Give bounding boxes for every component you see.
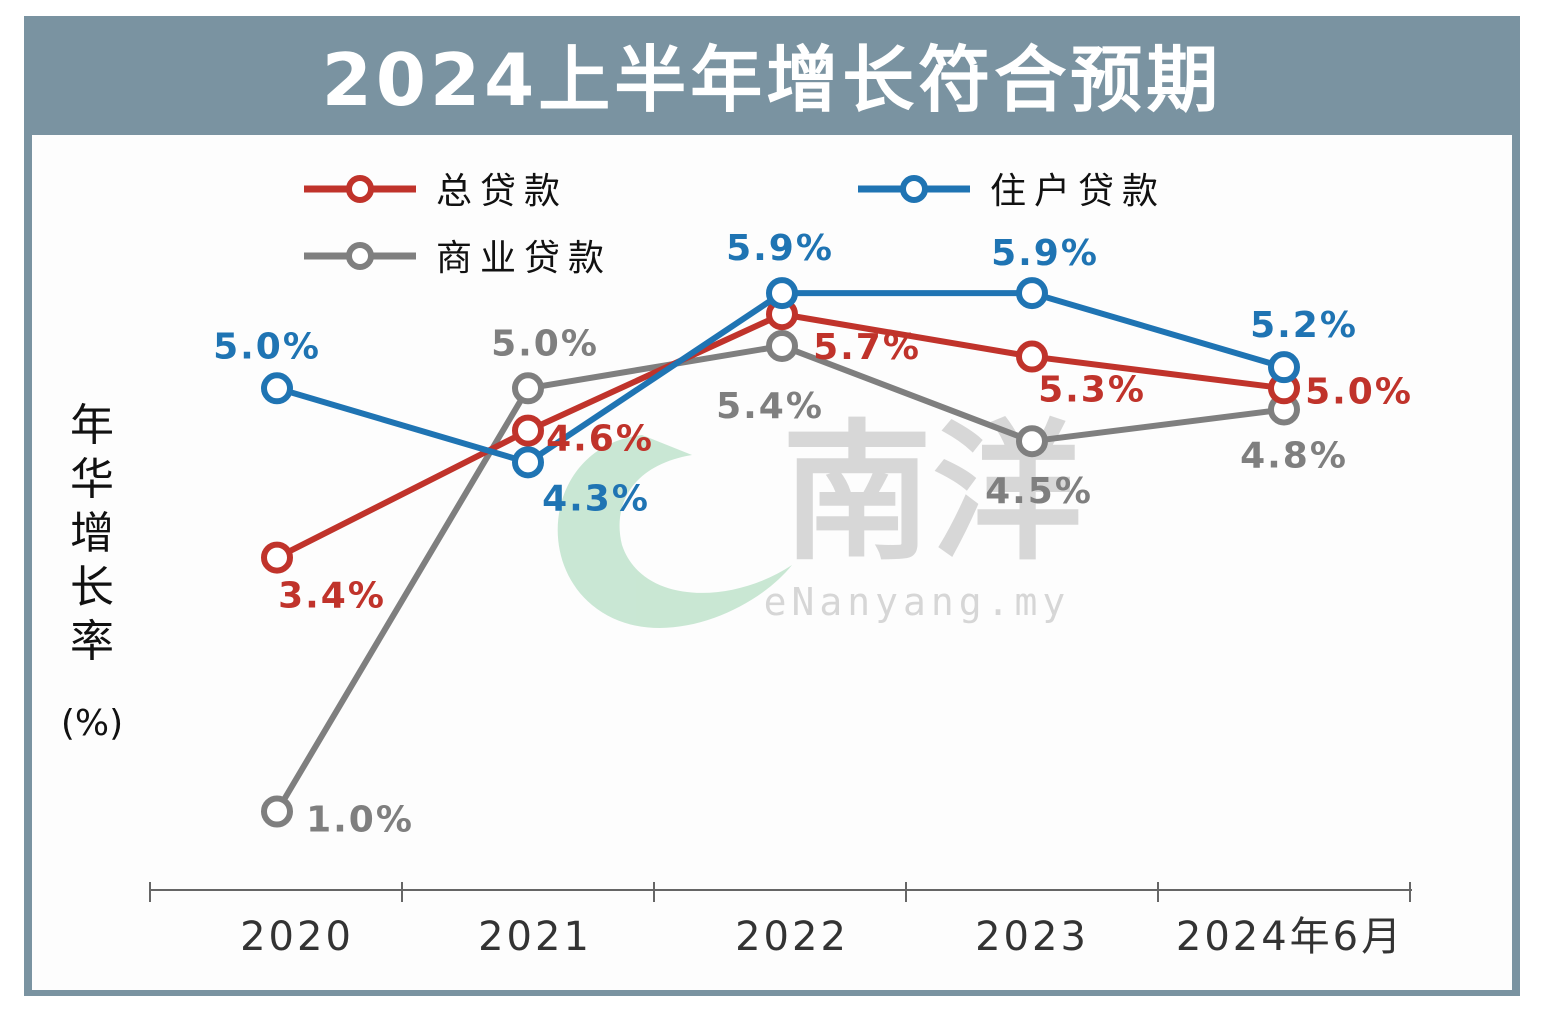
x-tick-label: 2023 xyxy=(975,914,1089,960)
legend-label: 住户贷款 xyxy=(990,171,1166,212)
y-axis-label-char: 华 xyxy=(70,454,114,505)
data-point xyxy=(512,372,544,405)
y-axis-label-char: 增 xyxy=(70,508,114,559)
legend-label: 总贷款 xyxy=(436,171,568,212)
data-label: 4.5% xyxy=(985,471,1093,512)
x-tick-label: 2024年6月 xyxy=(1176,914,1404,960)
data-point xyxy=(1016,340,1048,373)
data-point xyxy=(512,446,544,479)
legend-swatch-marker xyxy=(346,242,374,270)
legend-swatch-marker xyxy=(900,175,928,203)
data-label: 5.0% xyxy=(213,326,321,367)
chart-panel: 南洋 eNanyang.my 2020 2021 2022 2023 2024年6月 年… xyxy=(32,135,1512,990)
watermark-site-text: eNanyang.my xyxy=(764,580,1071,624)
x-tick-label: 2020 xyxy=(240,914,354,960)
series-group xyxy=(261,277,1300,828)
line-chart: 南洋 eNanyang.my 2020 2021 2022 2023 2024年6月 年… xyxy=(61,171,1413,960)
x-tick-label: 2022 xyxy=(735,914,849,960)
data-label: 4.6% xyxy=(546,419,654,460)
data-labels: 3.4% 4.6% 5.7% 5.3% 5.0% 5.0% 4.3% 5.9% 5.9% 5.2%… xyxy=(213,228,1413,841)
data-label: 5.4% xyxy=(716,386,824,427)
legend-label: 商业贷款 xyxy=(436,238,612,279)
watermark: 南洋 eNanyang.my xyxy=(557,407,1082,628)
data-label: 5.7% xyxy=(813,327,921,368)
data-point xyxy=(261,372,293,405)
y-axis-unit: (%) xyxy=(61,703,123,744)
data-label: 5.3% xyxy=(1038,370,1146,411)
data-label: 1.0% xyxy=(306,800,414,841)
title-bar: 2024上半年增长符合预期 xyxy=(24,16,1520,131)
y-axis-label-char: 年 xyxy=(70,400,114,451)
data-point xyxy=(1016,425,1048,458)
data-label: 5.0% xyxy=(491,323,599,364)
y-axis-label-char: 率 xyxy=(70,616,114,667)
data-point xyxy=(1016,277,1048,310)
data-label: 5.9% xyxy=(726,228,834,269)
data-label: 3.4% xyxy=(278,576,386,617)
data-point xyxy=(766,277,798,310)
watermark-logo-swoosh xyxy=(557,435,792,628)
data-point xyxy=(261,795,293,828)
data-label: 5.2% xyxy=(1250,305,1358,346)
chart-frame: 2024上半年增长符合预期 南洋 eNanyang.my 2020 2021 202… xyxy=(24,16,1520,996)
data-label: 5.9% xyxy=(991,233,1099,274)
legend-swatch-marker xyxy=(346,175,374,203)
data-point xyxy=(766,329,798,362)
data-label: 5.0% xyxy=(1305,371,1413,412)
chart-title: 2024上半年增长符合预期 xyxy=(321,38,1223,122)
x-axis: 2020 2021 2022 2023 2024年6月 xyxy=(149,882,1412,960)
data-label: 4.3% xyxy=(542,478,650,519)
data-point xyxy=(261,541,293,574)
y-axis-label-char: 长 xyxy=(70,562,114,613)
data-point xyxy=(512,414,544,447)
x-tick-label: 2021 xyxy=(478,914,592,960)
data-label: 4.8% xyxy=(1240,435,1348,476)
data-point xyxy=(1268,351,1300,384)
